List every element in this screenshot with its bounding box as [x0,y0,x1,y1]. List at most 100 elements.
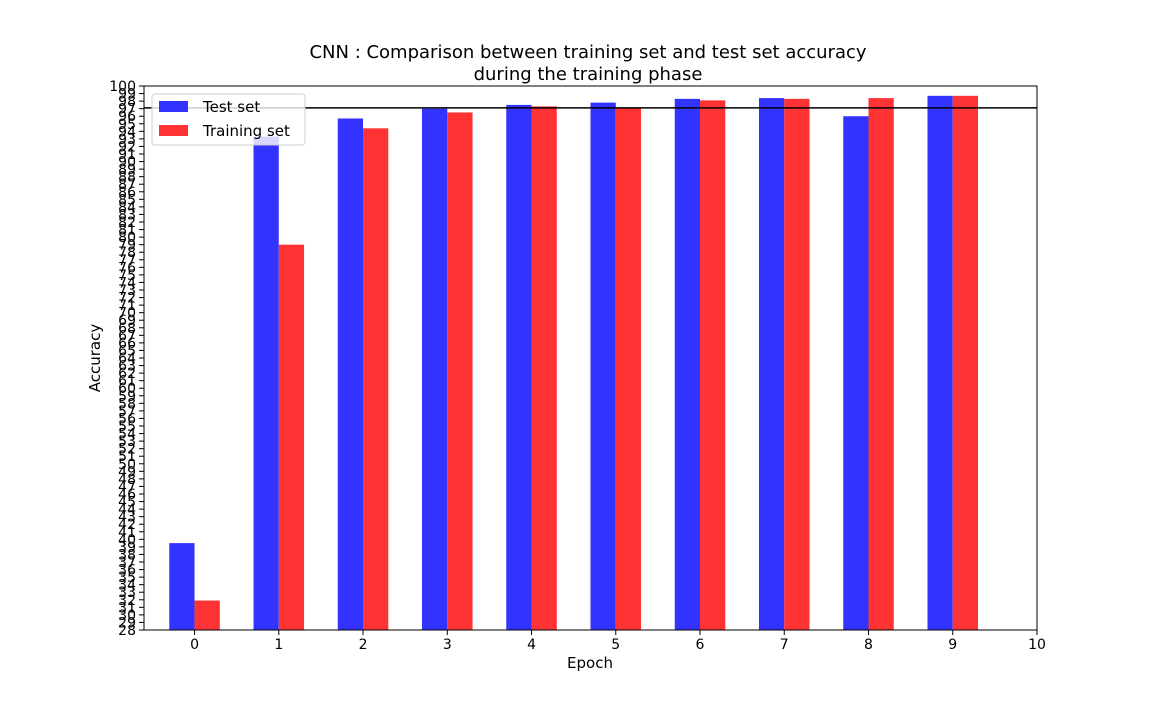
x-axis-label: Epoch [567,654,613,672]
bar-training-set-epoch-9 [952,95,979,630]
y-tick-label-34: 34 [118,578,136,594]
x-tick-label-0: 0 [190,637,199,653]
plot-area: 0 1 2 3 4 5 6 7 8 9 102829303132333435363738394041… [109,79,1046,653]
y-tick-label-73: 73 [118,283,136,299]
y-tick-label-58: 58 [118,396,136,412]
y-tick-label-29: 29 [118,615,136,631]
y-tick-label-60: 60 [118,381,136,397]
bar-training-set-epoch-4 [531,106,557,630]
bar-training-set-epoch-1 [278,244,305,631]
y-tick-label-61: 61 [118,374,136,390]
y-tick-label-64: 64 [118,351,136,367]
y-tick-label-38: 38 [118,547,136,563]
y-tick-label-50: 50 [118,457,136,473]
bar-test-set-epoch-6 [674,98,701,631]
y-tick-label-95: 95 [118,117,136,133]
y-tick-label-36: 36 [118,563,136,579]
y-tick-label-43: 43 [118,510,136,526]
y-tick-label-72: 72 [118,291,136,307]
y-tick-label-47: 47 [118,479,136,495]
x-tick-label-5: 5 [611,637,620,653]
bar-test-set-epoch-9 [927,95,953,630]
y-tick-label-39: 39 [118,540,136,556]
y-tick-label-33: 33 [118,585,136,601]
y-tick-label-96: 96 [118,109,136,125]
y-tick-label-44: 44 [118,502,136,518]
y-tick-label-80: 80 [118,230,136,246]
y-tick-label-86: 86 [118,185,136,201]
y-tick-label-30: 30 [118,608,136,624]
y-tick-label-66: 66 [118,336,136,352]
y-tick-label-87: 87 [118,177,136,193]
y-tick-label-63: 63 [118,359,136,375]
y-tick-label-68: 68 [118,321,136,337]
y-tick-label-71: 71 [118,298,136,314]
legend-label-training-set: Training set [202,122,290,140]
bar-test-set-epoch-5 [590,102,616,631]
x-tick-label-10: 10 [1028,637,1046,653]
legend-frame [151,93,306,146]
y-tick-label-41: 41 [118,525,136,541]
y-tick-label-45: 45 [118,495,136,511]
y-tick-label-75: 75 [118,268,136,284]
y-tick-label-84: 84 [118,200,136,216]
y-tick-label-59: 59 [118,389,136,405]
y-axis-label: Accuracy [86,324,104,393]
y-tick-label-91: 91 [118,147,136,163]
y-tick-label-65: 65 [118,343,136,359]
y-tick-label-82: 82 [118,215,136,231]
y-tick-label-56: 56 [118,411,136,427]
y-tick-label-97: 97 [118,102,136,118]
y-tick-label-53: 53 [118,434,136,450]
y-tick-label-42: 42 [118,517,136,533]
y-tick-label-93: 93 [118,132,136,148]
y-tick-label-100: 100 [109,79,136,95]
bar-training-set-epoch-7 [784,98,810,631]
y-tick-label-52: 52 [118,442,136,458]
y-tick-label-55: 55 [118,419,136,435]
y-tick-label-88: 88 [118,170,136,186]
chart-title-line-2: during the training phase [474,64,703,85]
y-tick-label-28: 28 [118,623,136,639]
legend-swatch-test-set [159,101,188,112]
bar-training-set-epoch-0 [194,600,220,630]
y-tick-label-78: 78 [118,245,136,261]
y-tick-label-69: 69 [118,313,136,329]
bar-training-set-epoch-6 [700,100,726,631]
legend-label-test-set: Test set [202,98,260,116]
y-tick-label-37: 37 [118,555,136,571]
y-tick-label-81: 81 [118,223,136,239]
y-tick-label-46: 46 [118,487,136,503]
y-tick-label-90: 90 [118,155,136,171]
y-tick-label-48: 48 [118,472,136,488]
x-tick-label-4: 4 [527,637,536,653]
y-tick-label-77: 77 [118,253,136,269]
bar-test-set-epoch-1 [253,136,279,630]
y-tick-label-83: 83 [118,207,136,223]
x-tick-label-2: 2 [359,637,368,653]
bar-test-set-epoch-3 [422,108,448,631]
y-tick-label-40: 40 [118,532,136,548]
y-tick-label-94: 94 [118,124,136,140]
y-tick-label-85: 85 [118,192,136,208]
bar-test-set-epoch-7 [758,98,785,631]
bar-training-set-epoch-8 [868,98,894,631]
y-tick-label-51: 51 [118,449,136,465]
x-tick-label-7: 7 [780,637,789,653]
x-tick-label-9: 9 [948,637,957,653]
y-tick-label-99: 99 [118,87,136,103]
y-tick-label-74: 74 [118,275,136,291]
x-tick-label-8: 8 [864,637,873,653]
x-tick-label-3: 3 [443,637,452,653]
bar-test-set-epoch-8 [843,116,869,631]
y-tick-label-57: 57 [118,404,136,420]
y-tick-label-76: 76 [118,260,136,276]
bar-training-set-epoch-2 [363,128,389,630]
bar-test-set-epoch-4 [506,104,532,630]
y-tick-label-31: 31 [118,600,136,616]
y-tick-label-35: 35 [118,570,136,586]
legend-swatch-training-set [159,125,188,136]
y-tick-label-62: 62 [118,366,136,382]
x-tick-label-1: 1 [274,637,283,653]
